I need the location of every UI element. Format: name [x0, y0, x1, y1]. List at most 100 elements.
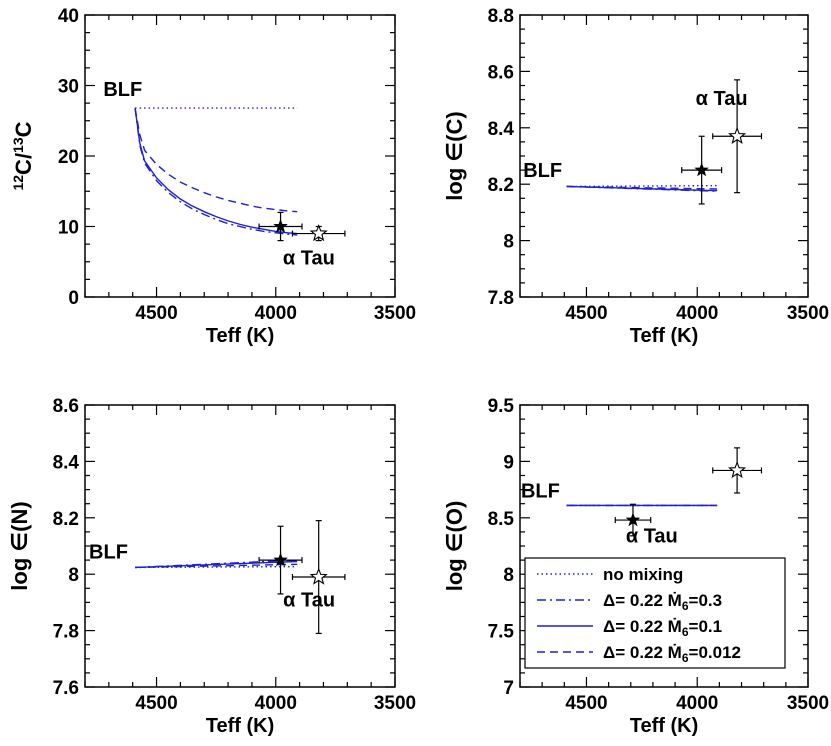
legend-label-part: Δ= 0.22 Ṁ: [603, 643, 682, 662]
plot-frame: [84, 14, 396, 298]
y-axis-label-part: 13: [10, 137, 26, 153]
y-tick-label: 7.6: [53, 678, 79, 699]
series-group: [566, 184, 718, 192]
legend-label-part: =0.1: [689, 617, 723, 636]
legend-box: [524, 557, 786, 669]
plot-frame: [519, 14, 809, 298]
x-axis-label: Teff (K): [630, 325, 699, 347]
y-tick-label: 9.5: [488, 396, 515, 417]
y-tick-label: 8.6: [53, 396, 79, 417]
open-star-point: [291, 520, 346, 635]
star-marker-open: [309, 224, 328, 242]
x-axis-label: Teff (K): [206, 325, 275, 347]
y-tick-label: 8: [503, 232, 514, 253]
legend-entry-label: Δ= 0.22 Ṁ6=0.1: [603, 617, 722, 639]
filled-star-point: [614, 503, 652, 537]
y-tick-label: 7.8: [53, 622, 79, 643]
series-line-dashed: [135, 563, 298, 569]
alpha-tau-label: α Tau: [626, 526, 678, 548]
star-marker-filled: [273, 552, 288, 567]
y-tick-label: 8: [503, 565, 514, 586]
plot-frame: [84, 404, 396, 688]
x-tick-label: 4500: [565, 693, 607, 714]
y-axis: 7.8 8 8.2 8.4 8.6 8.8 log ∈(C): [442, 6, 808, 309]
alpha-tau-label: α Tau: [283, 590, 335, 612]
alpha-tau-label: α Tau: [283, 248, 335, 270]
blf-label: BLF: [521, 480, 560, 502]
legend-entry-label: no mixing: [603, 565, 683, 584]
x-tick-label: 4000: [676, 303, 718, 324]
series-line-dotted: [566, 184, 718, 188]
y-axis-label: 12C/13C: [10, 121, 36, 190]
y-tick-label: 8.6: [488, 62, 514, 83]
y-axis-label-part: C/: [11, 153, 36, 175]
open-star-point: [712, 447, 763, 494]
x-axis: 4500 4000 3500 Teff (K): [519, 405, 829, 737]
x-tick-label: 4500: [135, 693, 177, 714]
x-axis: 4500 4000 3500 Teff (K): [84, 15, 416, 347]
panel-4: 4500 4000 3500 Teff (K) 7 7.5 8 8.5 9 9.5 log ∈(O)…: [442, 396, 829, 737]
y-axis-label-part: C: [11, 121, 36, 137]
y-tick-label: 10: [58, 218, 79, 239]
legend-label-part: Δ= 0.22 Ṁ: [603, 617, 682, 636]
x-tick-label: 3500: [374, 303, 416, 324]
open-star-point: [291, 224, 346, 242]
x-tick-label: 4000: [255, 693, 297, 714]
legend-label-part: Δ= 0.22 Ṁ: [603, 591, 682, 610]
y-tick-label: 9: [503, 452, 514, 473]
series-line-solid: [566, 185, 718, 192]
y-tick-label: 8.4: [488, 119, 515, 140]
x-axis: 4500 4000 3500 Teff (K): [519, 15, 829, 347]
y-tick-label: 8.2: [488, 175, 514, 196]
y-tick-label: 8.5: [488, 509, 515, 530]
x-axis-label: Teff (K): [630, 715, 699, 737]
y-tick-label: 7.8: [488, 288, 514, 309]
y-tick-label: 20: [58, 147, 79, 168]
y-axis-label: log ∈(O): [442, 501, 467, 592]
y-tick-label: 7.5: [488, 622, 515, 643]
y-axis: 0 10 20 30 40 12C/13C: [10, 6, 395, 309]
legend-label-part: =0.3: [689, 591, 723, 610]
series-group: [135, 559, 298, 569]
blf-label: BLF: [89, 542, 128, 564]
y-axis-label-part: 12: [10, 175, 26, 191]
x-tick-label: 4500: [135, 303, 177, 324]
alpha-tau-label: α Tau: [696, 88, 748, 110]
blf-label: BLF: [103, 79, 142, 101]
y-tick-label: 8.8: [488, 6, 514, 27]
y-tick-label: 40: [58, 6, 79, 27]
legend-entry-label: Δ= 0.22 Ṁ6=0.012: [603, 643, 741, 665]
series-line-dashed: [134, 107, 298, 213]
series-group: [134, 107, 298, 236]
series-line-solid: [134, 107, 298, 235]
x-tick-label: 3500: [374, 693, 416, 714]
panel-3: 4500 4000 3500 Teff (K) 7.6 7.8 8 8.2 8.4 8.6 log …: [7, 396, 416, 737]
legend-label-part: =0.012: [689, 643, 741, 662]
x-tick-label: 3500: [787, 693, 829, 714]
star-marker-filled: [694, 162, 709, 177]
y-axis-label: log ∈(C): [442, 111, 467, 200]
star-marker-open: [728, 126, 747, 144]
star-marker-filled: [273, 218, 288, 233]
x-axis: 4500 4000 3500 Teff (K): [84, 405, 416, 737]
filled-star-point: [258, 525, 303, 595]
x-tick-label: 4000: [676, 693, 718, 714]
filled-star-point: [681, 135, 723, 205]
y-axis: 7.6 7.8 8 8.2 8.4 8.6 log ∈(N): [7, 396, 395, 699]
x-tick-label: 3500: [787, 303, 829, 324]
y-axis-label: log ∈(N): [7, 501, 32, 590]
blf-label: BLF: [523, 160, 562, 182]
star-marker-open: [309, 567, 328, 585]
panel-1: 4500 4000 3500 Teff (K) 0 10 20 30 40 12C/13C BLF α…: [10, 6, 416, 347]
x-tick-label: 4000: [255, 303, 297, 324]
y-tick-label: 8.2: [53, 509, 79, 530]
star-marker-open: [728, 460, 747, 479]
legend-entry-label: Δ= 0.22 Ṁ6=0.3: [603, 591, 722, 613]
y-tick-label: 30: [58, 77, 79, 98]
legend-label-part: 6: [682, 651, 689, 665]
panel-2: 4500 4000 3500 Teff (K) 7.8 8 8.2 8.4 8.6 8.8 log …: [442, 6, 829, 347]
y-axis: 7 7.5 8 8.5 9 9.5 log ∈(O): [442, 396, 808, 699]
x-tick-label: 4500: [565, 303, 607, 324]
